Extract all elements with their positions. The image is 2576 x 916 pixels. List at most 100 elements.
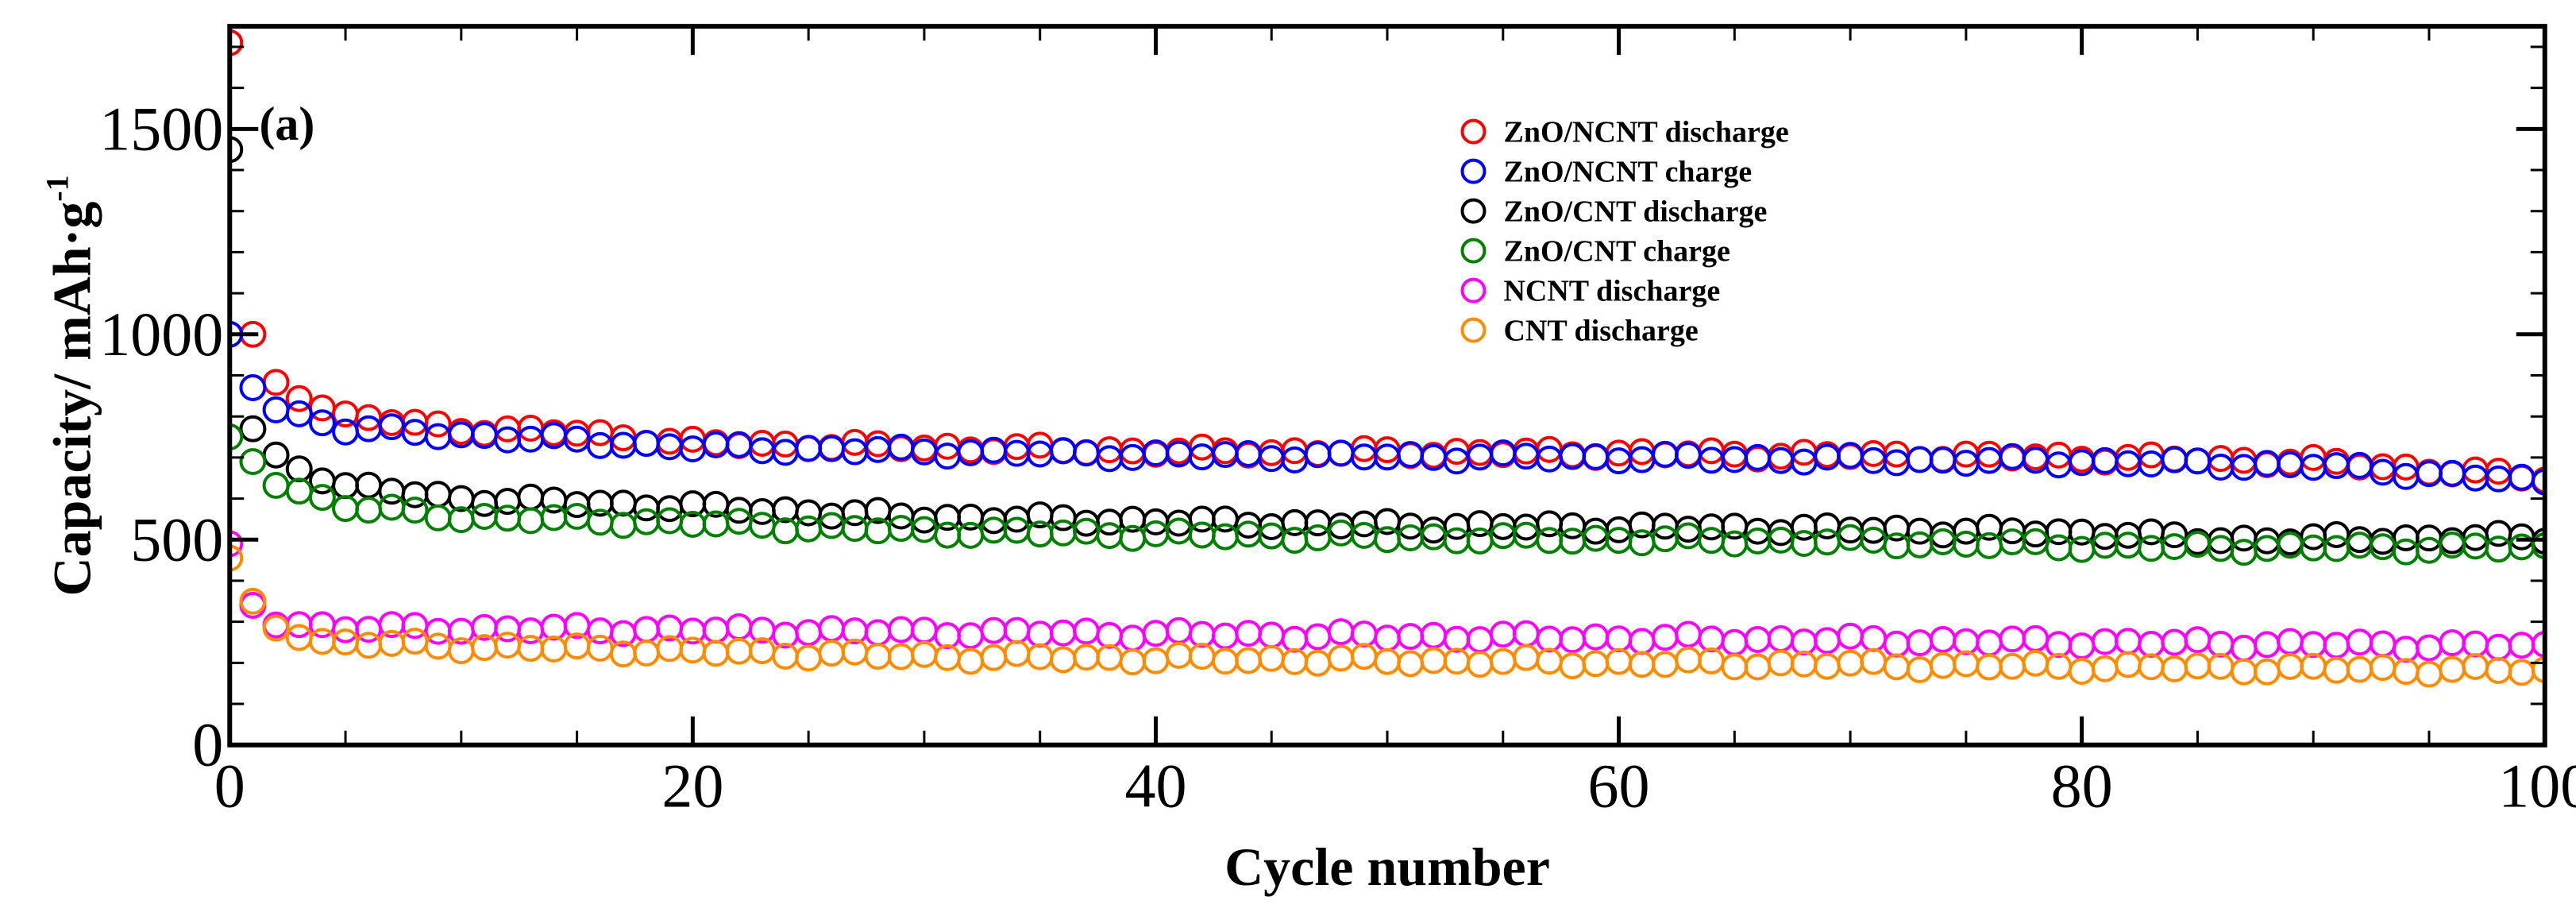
data-point: [1281, 647, 1309, 675]
data-point: [2138, 535, 2165, 562]
data-point: [2346, 531, 2374, 559]
data-point: [378, 493, 406, 521]
y-axis-title: Capacity/ mAh·g-1: [40, 175, 102, 596]
data-point: [1350, 643, 1378, 671]
data-point: [1536, 647, 1564, 675]
data-point: [1767, 649, 1795, 677]
data-point: [1605, 647, 1633, 675]
data-point: [563, 419, 591, 447]
data-point: [980, 616, 1008, 644]
y-tick-label: 0: [192, 710, 223, 779]
data-point: [864, 643, 892, 671]
data-point: [1188, 643, 1216, 671]
data-point: [748, 512, 776, 539]
data-point: [1211, 622, 1239, 650]
data-point: [2300, 652, 2327, 680]
data-point: [2253, 658, 2281, 686]
data-point: [1049, 646, 1077, 674]
data-point: [285, 477, 313, 505]
data-point: [934, 644, 962, 671]
data-point: [1443, 647, 1471, 675]
data-point: [1049, 619, 1077, 647]
data-point: [2114, 651, 2142, 678]
data-point: [1235, 620, 1263, 647]
data-point: [229, 423, 244, 451]
data-point: [1837, 649, 1865, 677]
data-point: [1883, 532, 1911, 560]
legend-marker: [1460, 317, 1487, 343]
data-point: [586, 634, 614, 662]
data-point: [401, 628, 429, 655]
data-point: [2531, 656, 2545, 684]
y-tick-label: 1500: [99, 94, 223, 163]
data-point: [1026, 643, 1054, 671]
data-point: [1443, 512, 1471, 540]
data-point: [1119, 648, 1147, 676]
data-point: [1211, 647, 1239, 675]
data-point: [229, 544, 244, 572]
data-point: [2462, 630, 2489, 658]
data-point: [424, 410, 452, 438]
data-point: [262, 441, 290, 469]
data-point: [1651, 624, 1679, 651]
data-point: [262, 396, 290, 423]
data-point: [262, 614, 290, 642]
data-point: [2415, 460, 2443, 488]
data-point: [308, 628, 336, 655]
data-point: [633, 616, 661, 644]
legend-label: ZnO/NCNT discharge: [1503, 116, 1788, 149]
data-point: [656, 433, 684, 461]
data-point: [2230, 524, 2258, 552]
data-point: [2230, 658, 2258, 686]
data-point: [656, 427, 684, 455]
data-point: [2184, 626, 2212, 654]
data-point: [1374, 624, 1401, 652]
data-point: [1073, 439, 1100, 467]
data-point: [1536, 625, 1564, 653]
data-point: [424, 481, 452, 508]
data-point: [2531, 532, 2545, 559]
data-point: [1281, 527, 1309, 555]
data-point: [355, 471, 383, 499]
data-point: [2415, 660, 2443, 688]
data-point: [980, 644, 1008, 671]
data-point: [1489, 647, 1517, 675]
data-point: [1235, 440, 1263, 467]
data-point: [1976, 531, 2003, 559]
data-point: [957, 622, 985, 650]
data-point: [1304, 649, 1332, 677]
data-point: [1790, 628, 1818, 656]
data-point: [1397, 441, 1425, 469]
data-point: [2230, 539, 2258, 566]
data-point: [494, 632, 522, 659]
data-point: [1142, 620, 1170, 647]
data-point: [1628, 628, 1656, 655]
data-point: [2392, 658, 2420, 686]
data-point: [2508, 463, 2536, 491]
data-point: [1443, 625, 1471, 653]
data-point: [1026, 620, 1054, 648]
y-tick-label: 1000: [99, 300, 223, 369]
legend-label: ZnO/CNT discharge: [1503, 195, 1767, 229]
data-point: [2369, 458, 2397, 486]
data-point: [1374, 526, 1401, 554]
data-point: [1304, 623, 1332, 651]
legend-label: NCNT discharge: [1503, 275, 1720, 308]
data-point: [517, 635, 545, 663]
data-point: [1860, 647, 1888, 675]
data-point: [864, 430, 892, 458]
data-point: [1258, 621, 1286, 649]
series-zno-cnt-charge: [229, 423, 2545, 566]
data-point: [2022, 649, 2050, 677]
data-point: [1142, 647, 1170, 674]
data-point: [934, 521, 962, 549]
data-point: [1721, 628, 1749, 656]
data-point: [285, 400, 313, 427]
data-point: [633, 430, 661, 458]
data-point: [2068, 658, 2096, 686]
data-point: [1628, 529, 1656, 557]
data-point: [2091, 655, 2119, 682]
data-point: [1466, 528, 1494, 555]
data-point: [1512, 644, 1540, 671]
